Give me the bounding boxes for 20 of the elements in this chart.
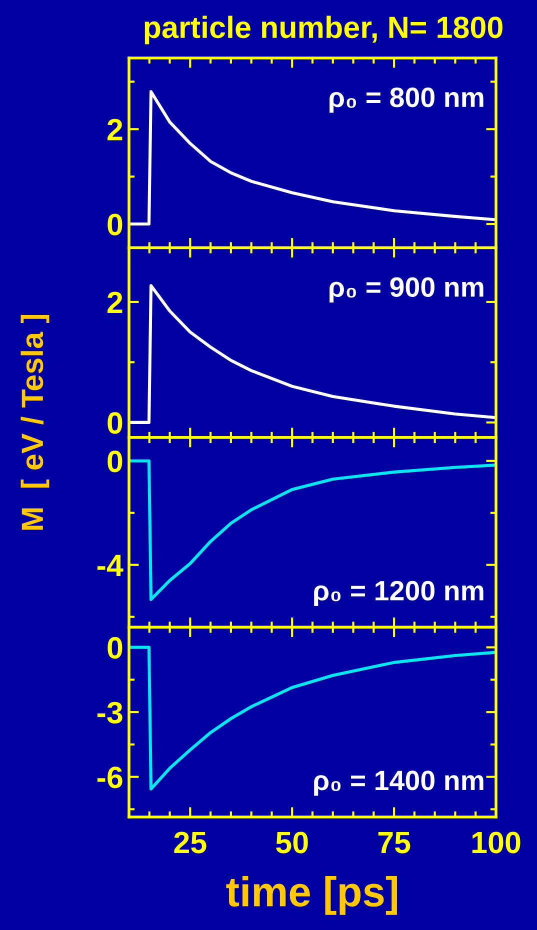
y-axis-title: M [ eV / Tesla ] [20,314,50,530]
annotation: ρ₀ = 900 nm [330,277,484,302]
y-tick-label: -3 [97,702,122,724]
y-tick-label: 2 [108,118,122,140]
chart-title: particle number, N= 1800 [144,16,502,44]
x-axis-title: time [ps] [226,876,397,915]
y-tick-label: -4 [97,554,124,576]
x-tick-label: 75 [378,832,410,854]
y-tick-label: 0 [108,450,122,472]
x-tick-label: 100 [472,832,520,854]
annotation: ρ₀ = 1200 nm [314,580,484,606]
y-tick-label: 0 [108,637,122,659]
x-tick-label: 50 [276,832,308,854]
x-tick-label: 25 [174,832,206,854]
y-tick-label: -6 [97,766,122,788]
y-tick-label: 0 [108,214,122,236]
annotation: ρ₀ = 1400 nm [314,770,484,796]
annotation: ρ₀ = 800 nm [330,88,484,113]
y-tick-label: 0 [108,412,122,434]
y-tick-label: 2 [108,292,122,314]
